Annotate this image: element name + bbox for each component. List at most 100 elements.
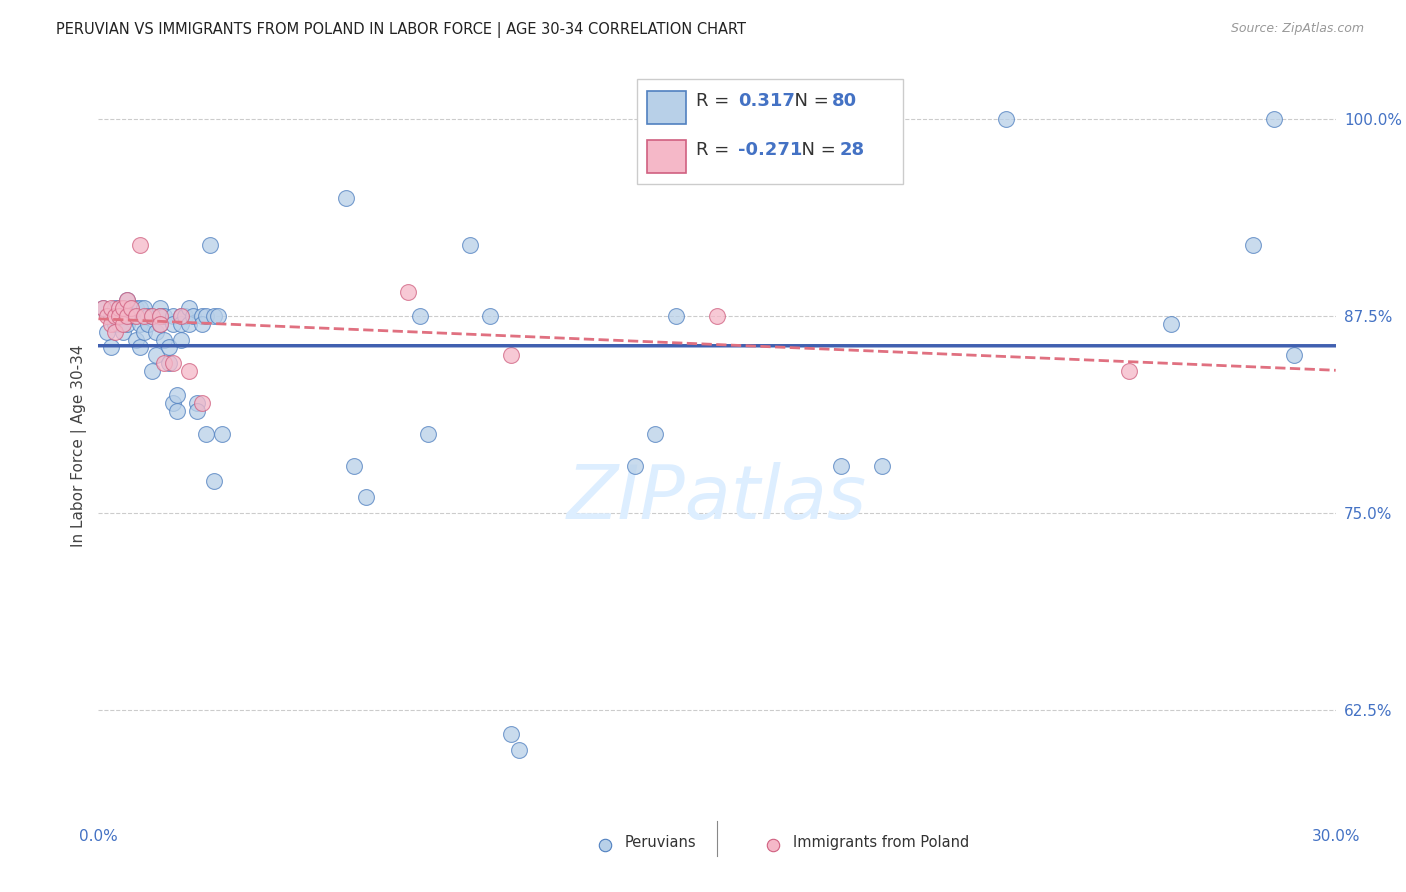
Point xyxy=(202,475,225,489)
Point xyxy=(100,309,122,323)
Text: Immigrants from Poland: Immigrants from Poland xyxy=(793,836,969,850)
Point xyxy=(194,309,217,323)
Point xyxy=(124,309,146,323)
Point xyxy=(170,309,193,323)
Point xyxy=(174,309,197,323)
Text: -0.271: -0.271 xyxy=(738,141,803,159)
FancyBboxPatch shape xyxy=(637,78,903,184)
Text: 0.317: 0.317 xyxy=(738,93,794,111)
Point xyxy=(170,309,193,323)
Point xyxy=(198,238,221,252)
Point xyxy=(706,309,728,323)
Point xyxy=(179,364,201,378)
Text: Peruvians: Peruvians xyxy=(624,836,696,850)
Point xyxy=(128,317,150,331)
Point xyxy=(665,309,688,323)
Point xyxy=(994,112,1017,126)
Point xyxy=(162,317,184,331)
Point xyxy=(1160,317,1182,331)
Point xyxy=(149,309,172,323)
Point xyxy=(132,301,155,315)
Y-axis label: In Labor Force | Age 30-34: In Labor Force | Age 30-34 xyxy=(72,344,87,548)
Point xyxy=(117,293,139,307)
Point xyxy=(136,317,159,331)
Point xyxy=(108,317,131,331)
Point xyxy=(128,301,150,315)
Point xyxy=(162,309,184,323)
Point xyxy=(96,309,118,323)
Point xyxy=(162,395,184,409)
Point xyxy=(112,317,135,331)
Point xyxy=(870,458,893,473)
Point xyxy=(141,309,163,323)
Point xyxy=(190,317,212,331)
Point xyxy=(120,301,142,315)
Point xyxy=(96,325,118,339)
Point xyxy=(112,301,135,315)
Point xyxy=(117,293,139,307)
Point xyxy=(170,317,193,331)
Point xyxy=(136,309,159,323)
Point xyxy=(166,388,188,402)
Point xyxy=(104,309,127,323)
Point xyxy=(211,427,233,442)
Point xyxy=(120,301,142,315)
Point xyxy=(179,317,201,331)
Point xyxy=(149,309,172,323)
Point xyxy=(166,403,188,417)
Point xyxy=(104,301,127,315)
Point xyxy=(162,356,184,370)
Point xyxy=(108,301,131,315)
Point xyxy=(145,348,167,362)
Text: N =: N = xyxy=(790,141,842,159)
Text: 28: 28 xyxy=(839,141,865,159)
Text: R =: R = xyxy=(696,141,735,159)
Point xyxy=(124,309,146,323)
Text: Source: ZipAtlas.com: Source: ZipAtlas.com xyxy=(1230,22,1364,36)
Point xyxy=(124,301,146,315)
Text: N =: N = xyxy=(783,93,834,111)
Point xyxy=(149,301,172,315)
Point xyxy=(91,301,114,315)
Point xyxy=(181,309,204,323)
Point xyxy=(418,427,440,442)
Point xyxy=(145,325,167,339)
Point xyxy=(179,301,201,315)
Point xyxy=(1118,364,1140,378)
Point xyxy=(112,309,135,323)
Text: ZIPatlas: ZIPatlas xyxy=(567,462,868,534)
Text: PERUVIAN VS IMMIGRANTS FROM POLAND IN LABOR FORCE | AGE 30-34 CORRELATION CHART: PERUVIAN VS IMMIGRANTS FROM POLAND IN LA… xyxy=(56,22,747,38)
Point xyxy=(830,458,852,473)
Point xyxy=(120,309,142,323)
Point xyxy=(100,317,122,331)
Point xyxy=(593,838,616,852)
Point xyxy=(190,395,212,409)
Point xyxy=(343,458,366,473)
Point xyxy=(124,333,146,347)
Point xyxy=(202,309,225,323)
Point xyxy=(207,309,229,323)
Point xyxy=(153,333,176,347)
Text: R =: R = xyxy=(696,93,735,111)
Point xyxy=(762,838,785,852)
Point xyxy=(1284,348,1306,362)
Point xyxy=(128,238,150,252)
Point xyxy=(644,427,666,442)
Point xyxy=(117,309,139,323)
Point xyxy=(409,309,432,323)
Point xyxy=(108,309,131,323)
Point xyxy=(149,317,172,331)
Point xyxy=(356,490,378,504)
Point xyxy=(104,317,127,331)
Point xyxy=(117,317,139,331)
Point xyxy=(190,309,212,323)
Point xyxy=(458,238,481,252)
Point xyxy=(396,285,419,300)
Point xyxy=(1241,238,1264,252)
Point xyxy=(104,325,127,339)
Point xyxy=(186,395,208,409)
Point xyxy=(170,333,193,347)
Point xyxy=(100,340,122,354)
Point xyxy=(1263,112,1285,126)
Point xyxy=(108,301,131,315)
